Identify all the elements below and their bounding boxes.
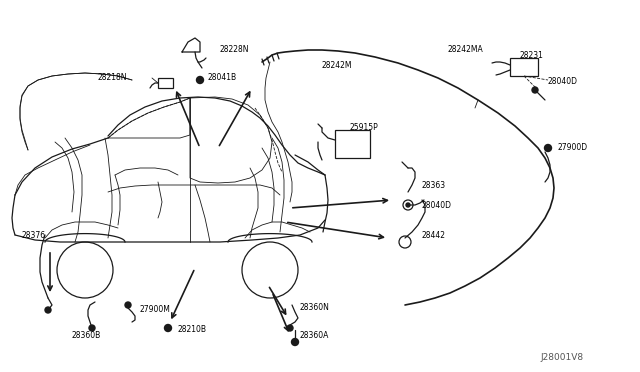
Text: 25915P: 25915P	[350, 124, 379, 132]
Bar	[510, 58, 538, 76]
Text: 28360N: 28360N	[300, 304, 330, 312]
Circle shape	[291, 339, 298, 346]
Text: 28231: 28231	[520, 51, 544, 60]
Text: 28363: 28363	[422, 180, 446, 189]
Text: 28360A: 28360A	[300, 330, 330, 340]
Text: 28228N: 28228N	[220, 45, 250, 55]
Text: 28218N: 28218N	[98, 74, 127, 83]
Circle shape	[287, 325, 293, 331]
Bar	[335, 130, 370, 158]
Circle shape	[125, 302, 131, 308]
Circle shape	[45, 307, 51, 313]
Circle shape	[196, 77, 204, 83]
Circle shape	[545, 144, 552, 151]
Text: 27900D: 27900D	[558, 144, 588, 153]
Circle shape	[532, 87, 538, 93]
Text: 28242MA: 28242MA	[448, 45, 484, 55]
Circle shape	[406, 203, 410, 207]
Text: 28360B: 28360B	[72, 330, 101, 340]
Text: 28040D: 28040D	[548, 77, 578, 87]
Circle shape	[89, 325, 95, 331]
Text: J28001V8: J28001V8	[540, 353, 583, 362]
Text: 28376: 28376	[22, 231, 46, 240]
Bar	[158, 78, 173, 88]
Text: 28210B: 28210B	[178, 326, 207, 334]
Text: 27900M: 27900M	[140, 305, 171, 314]
Text: 28041B: 28041B	[208, 74, 237, 83]
Text: 28242M: 28242M	[322, 61, 353, 70]
Text: 28442: 28442	[422, 231, 446, 240]
Circle shape	[164, 324, 172, 331]
Text: 28040D: 28040D	[422, 201, 452, 209]
